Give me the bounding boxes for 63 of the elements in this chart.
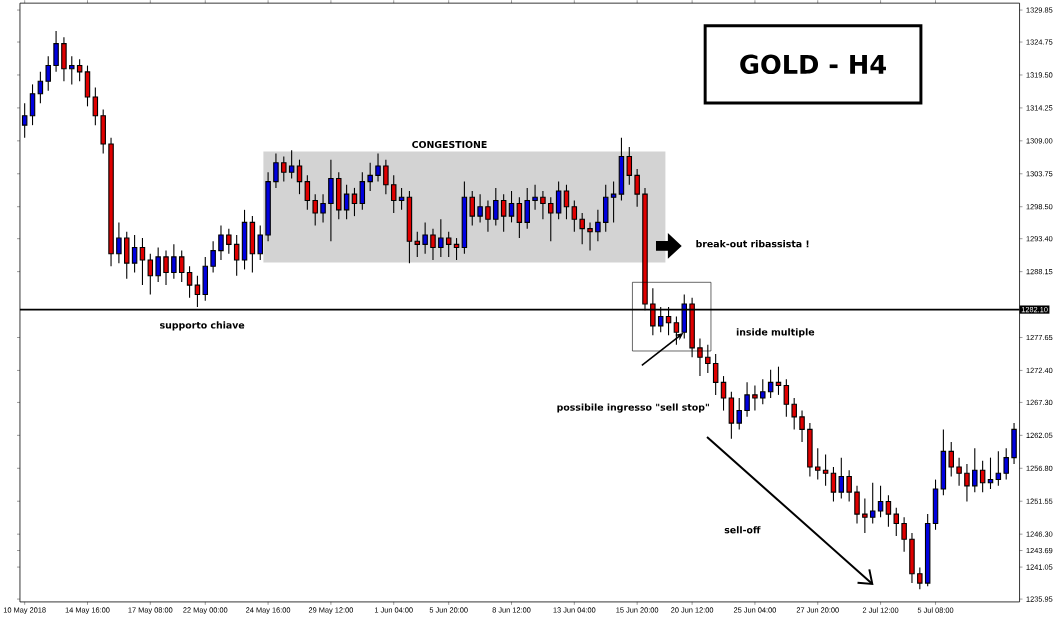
candlestick (218, 224, 224, 261)
text: GOLD - H4 (740, 54, 886, 74)
candlestick (29, 83, 36, 126)
candlestick (587, 221, 593, 251)
candlestick (108, 136, 114, 267)
candlestick (626, 146, 633, 186)
candlestick (909, 532, 915, 584)
candlestick (807, 422, 813, 477)
candlestick (1003, 447, 1009, 480)
candlestick (430, 227, 436, 261)
candlestick (422, 221, 428, 255)
candlestick (924, 513, 931, 587)
annotation: supporto chiave (160, 321, 245, 331)
candlestick (932, 478, 939, 531)
candlestick (956, 456, 962, 487)
candlestick (375, 152, 381, 182)
candlestick (964, 463, 970, 502)
annotation: possibile ingresso "sell stop" (557, 403, 709, 413)
candlestick (799, 409, 805, 443)
annotation: sell-off (724, 525, 761, 534)
candlestick (265, 171, 271, 242)
band-label: CONGESTIONE (412, 140, 487, 148)
candlestick (273, 152, 279, 189)
candlestick (634, 168, 640, 208)
candlestick (571, 199, 578, 233)
candlestick (53, 30, 59, 73)
candlestick (712, 353, 719, 396)
candlestick (885, 494, 892, 527)
candlestick (901, 516, 907, 553)
candlestick (595, 209, 601, 242)
candlestick (210, 240, 216, 273)
candlestick (414, 231, 421, 258)
candlestick (100, 108, 106, 154)
candlestick (328, 158, 334, 242)
candlestick (744, 381, 750, 418)
candlestick (186, 265, 193, 299)
candlestick (477, 193, 483, 223)
candlestick (516, 196, 523, 239)
candlestick (390, 174, 397, 214)
candlestick (61, 36, 67, 82)
candlestick (854, 485, 860, 524)
candlestick (304, 174, 311, 211)
candlestick (548, 196, 554, 242)
candlestick (948, 441, 954, 477)
candlestick (752, 384, 758, 411)
candlestick (532, 184, 538, 211)
annotation: break-out ribassista ! (696, 239, 809, 248)
candlestick (540, 190, 546, 220)
candlestick (139, 237, 146, 286)
candlestick (163, 249, 169, 286)
candlestick (438, 218, 444, 258)
candlestick (320, 193, 326, 223)
annotation: inside multiple (736, 328, 815, 338)
candlestick (485, 199, 491, 233)
candlestick (862, 497, 868, 534)
candlestick (383, 158, 389, 195)
candlestick (116, 221, 122, 264)
candlestick (45, 55, 51, 92)
candlestick (233, 234, 240, 277)
candlestick (1011, 422, 1017, 465)
candlestick (92, 86, 99, 126)
candlestick (171, 243, 177, 280)
candlestick (815, 447, 821, 480)
